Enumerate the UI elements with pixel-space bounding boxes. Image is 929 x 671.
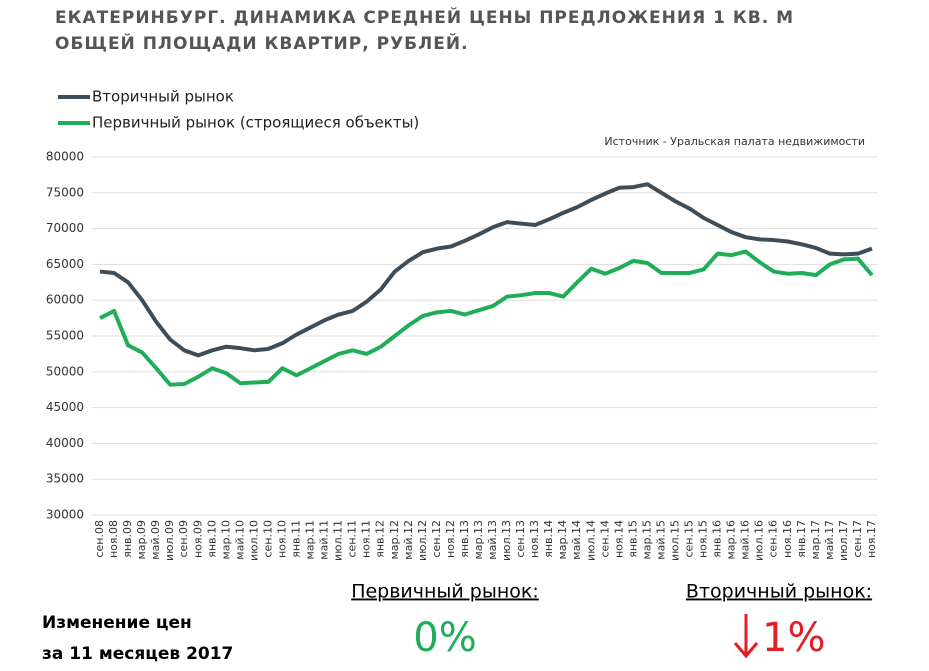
caption: за 11 месяцев 2017 <box>42 644 233 664</box>
x-tick-label: янв.17 <box>795 520 808 558</box>
x-tick-label: ноя.14 <box>612 520 625 558</box>
x-tick-label: ноя.16 <box>781 520 794 558</box>
x-tick-label: мар.13 <box>472 520 485 560</box>
x-tick-label: июл.10 <box>247 520 260 561</box>
chart-title: ЕКАТЕРИНБУРГ. ДИНАМИКА СРЕДНЕЙ ЦЕНЫ ПРЕД… <box>55 6 794 28</box>
x-tick-label: май.17 <box>823 520 836 560</box>
x-tick-label: мар.17 <box>809 520 822 560</box>
x-tick-label: июл.11 <box>332 520 345 561</box>
legend-label: Первичный рынок (строящиеся объекты) <box>92 114 419 132</box>
summary-change: 0% <box>413 615 476 661</box>
summary-label: Первичный рынок: <box>351 581 539 603</box>
x-tick-label: май.10 <box>233 520 246 560</box>
y-tick-label: 35000 <box>46 472 84 486</box>
x-tick-label: июл.13 <box>500 520 513 561</box>
y-tick-label: 80000 <box>46 150 84 164</box>
y-tick-label: 30000 <box>46 508 84 522</box>
line-series <box>99 249 874 387</box>
legend-label: Вторичный рынок <box>92 88 234 106</box>
x-tick-label: янв.13 <box>458 520 471 558</box>
x-tick-label: сен.09 <box>177 520 190 558</box>
x-tick-label: июл.16 <box>753 520 766 561</box>
y-tick-label: 70000 <box>46 221 84 235</box>
x-tick-label: ноя.17 <box>865 520 878 558</box>
caption: Изменение цен <box>42 613 192 633</box>
x-tick-label: янв.12 <box>374 520 387 558</box>
x-tick-label: май.14 <box>570 520 583 560</box>
x-tick-label: янв.14 <box>542 520 555 558</box>
x-tick-label: ноя.15 <box>697 520 710 558</box>
x-tick-label: ноя.09 <box>191 520 204 558</box>
x-tick-label: май.16 <box>739 520 752 560</box>
x-tick-label: ноя.13 <box>528 520 541 558</box>
x-tick-label: май.15 <box>654 520 667 560</box>
x-tick-label: июл.15 <box>668 520 681 561</box>
x-tick-label: мар.14 <box>556 520 569 560</box>
x-tick-label: сен.11 <box>346 520 359 558</box>
x-tick-label: июл.14 <box>584 520 597 561</box>
x-tick-label: янв.10 <box>205 520 218 558</box>
y-tick-label: 55000 <box>46 329 84 343</box>
x-tick-label: май.13 <box>486 520 499 560</box>
x-tick-label: сен.10 <box>261 520 274 558</box>
x-tick-label: мар.11 <box>304 520 317 560</box>
x-tick-label: май.09 <box>149 520 162 560</box>
x-tick-label: янв.09 <box>121 520 134 558</box>
x-tick-label: сен.08 <box>93 520 106 558</box>
x-tick-label: май.12 <box>402 520 415 560</box>
x-tick-label: мар.10 <box>219 520 232 560</box>
x-tick-label: сен.17 <box>851 520 864 558</box>
x-tick-label: янв.15 <box>626 520 639 558</box>
x-tick-label: ноя.08 <box>107 520 120 558</box>
x-tick-label: сен.13 <box>514 520 527 558</box>
y-tick-label: 75000 <box>46 185 84 199</box>
x-tick-label: ноя.12 <box>444 520 457 558</box>
y-tick-label: 45000 <box>46 400 84 414</box>
summary-label: Вторичный рынок: <box>686 581 872 603</box>
line-series <box>99 182 873 358</box>
x-tick-label: сен.14 <box>598 520 611 558</box>
y-tick-label: 60000 <box>46 293 84 307</box>
y-tick-label: 65000 <box>46 257 84 271</box>
x-tick-label: май.11 <box>318 520 331 560</box>
x-tick-label: ноя.10 <box>275 520 288 558</box>
x-tick-label: сен.16 <box>767 520 780 558</box>
x-tick-label: мар.15 <box>640 520 653 560</box>
x-tick-label: ноя.11 <box>360 520 373 558</box>
x-tick-label: сен.15 <box>683 520 696 558</box>
x-tick-label: июл.09 <box>163 520 176 561</box>
x-tick-label: мар.12 <box>388 520 401 560</box>
summary-change: 1% <box>762 615 825 661</box>
x-tick-label: июл.12 <box>416 520 429 561</box>
x-tick-label: мар.16 <box>725 520 738 560</box>
x-tick-label: сен.12 <box>430 520 443 558</box>
x-tick-label: янв.11 <box>290 520 303 558</box>
y-tick-label: 50000 <box>46 364 84 378</box>
down-arrow <box>733 614 759 659</box>
y-tick-label: 40000 <box>46 436 84 450</box>
x-tick-label: мар.09 <box>135 520 148 560</box>
chart-title: ОБЩЕЙ ПЛОЩАДИ КВАРТИР, РУБЛЕЙ. <box>55 32 469 54</box>
source-note: Источник - Уральская палата недвижимости <box>604 135 865 148</box>
x-tick-label: янв.16 <box>711 520 724 558</box>
x-tick-label: июл.17 <box>837 520 850 561</box>
